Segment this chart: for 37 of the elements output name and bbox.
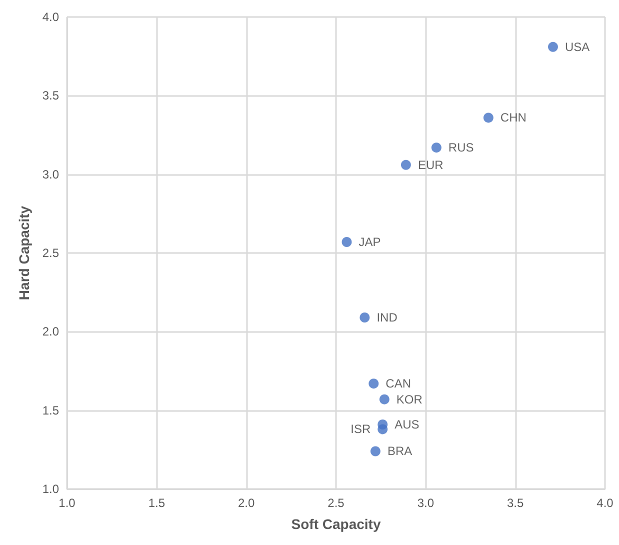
annotation: CAN <box>386 376 412 391</box>
point <box>483 112 494 123</box>
annotation: CHN <box>500 110 526 125</box>
x-tick-label: 3.0 <box>417 496 434 510</box>
annotation: KOR <box>396 392 423 406</box>
point <box>379 394 390 404</box>
point <box>431 142 442 153</box>
point <box>368 378 379 389</box>
point <box>370 446 380 456</box>
x-tick-label: 3.5 <box>506 496 524 510</box>
x-tick-label: 2.5 <box>328 496 345 510</box>
y-tick-label: 1.0 <box>42 482 60 496</box>
y-axis-title: Hard Capacity <box>16 206 32 300</box>
point <box>400 160 411 170</box>
annotation: ISR <box>350 422 371 436</box>
annotation: RUS <box>448 140 474 155</box>
y-tick-label: 3.5 <box>42 88 60 103</box>
point <box>360 312 370 323</box>
x-tick-label: 2.0 <box>238 496 255 510</box>
annotation: EUR <box>418 158 444 172</box>
x-tick-label: 1.5 <box>148 496 166 510</box>
annotation: AUS <box>394 417 420 432</box>
point <box>378 419 388 430</box>
annotation: BRA <box>387 444 412 458</box>
annotation: USA <box>564 40 590 54</box>
x-axis-title: Soft Capacity <box>291 516 381 532</box>
x-tick-label: 1.0 <box>58 496 76 510</box>
y-tick-label: 2.0 <box>42 324 60 339</box>
point <box>342 236 352 247</box>
y-tick-label: 1.5 <box>42 403 60 418</box>
annotation: JAP <box>358 234 381 249</box>
y-tick-label: 4.0 <box>42 10 60 24</box>
x-tick-label: 4.0 <box>596 496 614 510</box>
annotation: IND <box>376 310 398 325</box>
point <box>548 42 558 52</box>
y-tick-label: 3.0 <box>42 167 60 182</box>
y-tick-label: 2.5 <box>42 246 60 260</box>
